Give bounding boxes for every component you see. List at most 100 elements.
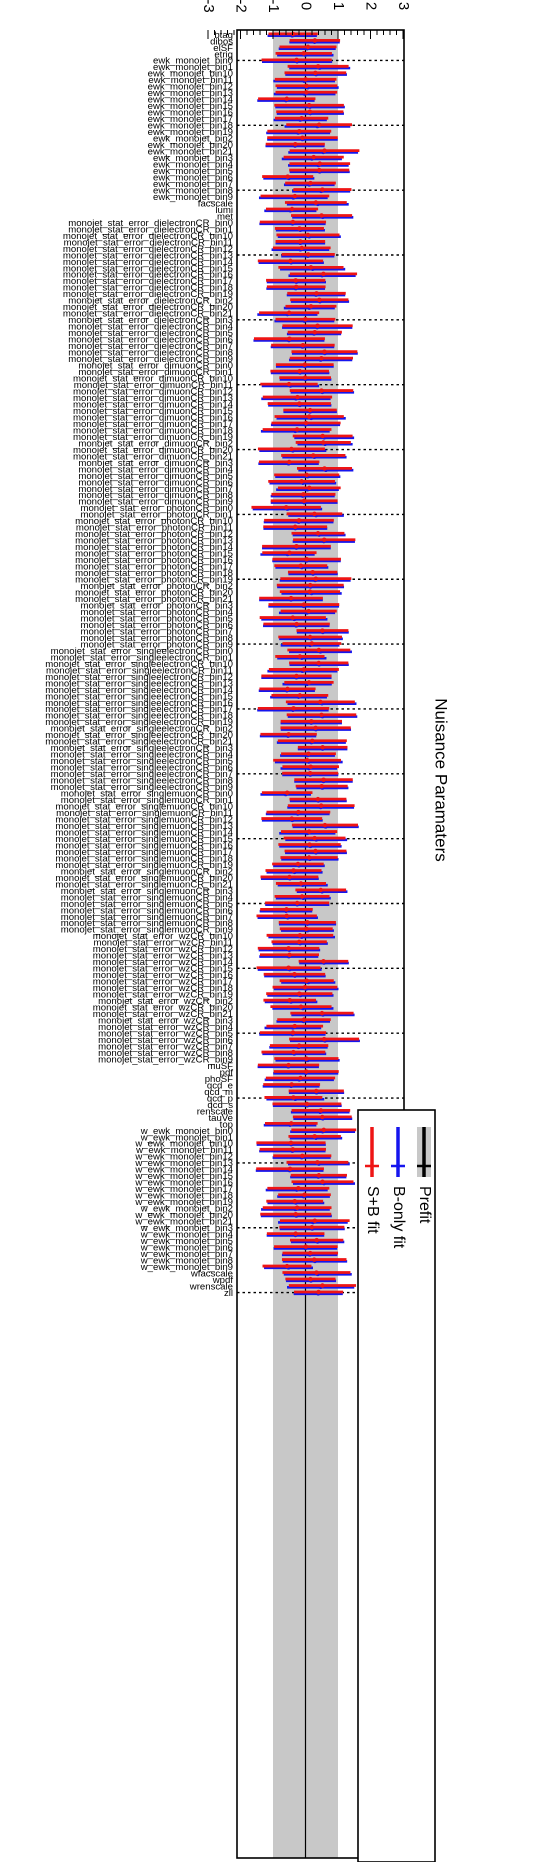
legend-label: Prefit (416, 1186, 433, 1224)
sb-point (307, 770, 313, 776)
sb-point (291, 706, 296, 711)
sb-point (287, 874, 292, 880)
parameter-label: monojet_stat_error_dielectronCR_bin14 (63, 257, 234, 268)
parameter-label: monojet_stat_error_photonCR_bin19 (75, 575, 233, 586)
sb-point (289, 1082, 294, 1087)
parameter-label: monojet_stat_error_singlemuonCR_bin11 (56, 808, 233, 819)
parameter-label: monojet_stat_error_photonCR_bin16 (75, 555, 233, 566)
sb-point (316, 1289, 321, 1295)
parameter-label: w_ewk_monojet_bin1 (140, 1132, 233, 1143)
sb-point (296, 1043, 302, 1048)
parameter-label: renscale (197, 1106, 233, 1117)
sb-point (320, 187, 325, 192)
sb-point (320, 433, 325, 439)
sb-point (301, 602, 307, 607)
sb-point (294, 57, 299, 63)
sb-point (290, 615, 295, 620)
parameter-label: monojet_stat_error_dimuonCR_bin5 (78, 471, 233, 482)
sb-point (306, 103, 312, 108)
sb-point (312, 511, 317, 516)
parameter-label: muSF (207, 1061, 233, 1072)
parameter-label: zll (224, 1288, 233, 1299)
sb-point (313, 725, 318, 730)
sb-point (285, 174, 290, 179)
sb-point (306, 252, 311, 257)
parameter-label: phoSF (205, 1074, 233, 1085)
parameter-label: monojet_stat_error_wzCR_bin18 (93, 983, 233, 994)
parameter-label: monojet_stat_error_dimuonCR_bin9 (78, 497, 233, 508)
sb-point (292, 193, 298, 199)
parameter-label: monojet_stat_error_wzCR_bin14 (93, 957, 234, 968)
parameter-label: monojet_stat_error_singlemuonCR_bin1 (61, 795, 233, 806)
sb-point (321, 1036, 327, 1042)
sb-point (285, 686, 290, 692)
sb-point (319, 388, 324, 393)
parameter-label: monojet_stat_error_singlemuonCR_bin4 (61, 892, 234, 903)
sb-point (308, 265, 314, 270)
sb-point (286, 459, 292, 465)
sb-point (302, 984, 308, 990)
legend-label: S+B fit (364, 1186, 381, 1234)
sb-point (293, 1211, 298, 1217)
sb-point (290, 31, 296, 37)
parameter-label: monojet_stat_error_singlemuonCR_bin2 (61, 866, 233, 877)
parameter-label: monojet_stat_error_dimuonCR_bin3 (78, 458, 233, 469)
sb-point (304, 1101, 310, 1107)
sb-point (315, 323, 320, 328)
sb-point (300, 135, 305, 140)
sb-point (294, 284, 299, 290)
parameter-label: monojet_stat_error_dimuonCR_bin18 (73, 425, 233, 436)
parameter-label: ewk_monojet_bin3 (153, 153, 233, 164)
parameter-label: monojet_stat_error_dielectronCR_bin9 (68, 354, 233, 365)
parameter-label: monojet_stat_error_photonCR_bin12 (75, 529, 233, 540)
sb-point (289, 446, 294, 452)
parameter-label: top (220, 1119, 233, 1130)
sb-point (307, 589, 313, 594)
tick-label: 1 (330, 2, 347, 10)
parameter-label: wfacscale (190, 1268, 233, 1279)
sb-point (308, 1250, 313, 1256)
parameter-label: monojet_stat_error_singlemuonCR_bin7 (61, 912, 233, 923)
parameter-label: monojet_stat_error_dimuonCR_bin12 (73, 386, 233, 397)
sb-point (322, 349, 327, 354)
sb-point (321, 1127, 326, 1133)
parameter-label: monojet_stat_error_wzCR_bin7 (98, 1041, 233, 1052)
sb-point (312, 1257, 317, 1262)
sb-point (287, 1166, 293, 1171)
sb-point (307, 634, 313, 640)
parameter-label: monojet_stat_error_wzCR_bin21 (93, 1009, 233, 1020)
sb-point (301, 492, 306, 497)
parameter-label: ewk_monojet_bin1 (153, 62, 233, 73)
parameter-label: monojet_stat_error_dielectronCR_bin16 (63, 270, 233, 281)
parameter-label: monojet_stat_error_dimuonCR_bin11 (74, 380, 233, 391)
parameter-label: w_ewk_monojet_bin3 (140, 1223, 233, 1234)
parameter-label: tauVe (208, 1113, 233, 1124)
parameter-label: ewk_monojet_bin7 (153, 179, 233, 190)
sb-point (321, 440, 326, 445)
parameter-label: monojet_stat_error_photonCR_bin8 (80, 633, 233, 644)
sb-point (302, 375, 308, 380)
parameter-label: w_ewk_monojet_bin21 (134, 1217, 233, 1228)
parameter-label: monojet_stat_error_singlemuonCR_bin9 (61, 925, 233, 936)
parameter-label: w_ewk_monojet_bin16 (134, 1178, 233, 1189)
parameter-label: monojet_stat_error_singleelectronCR_bin8 (51, 776, 233, 787)
sb-point (313, 848, 318, 854)
sb-point (309, 1224, 315, 1230)
sb-point (314, 291, 319, 296)
sb-point (301, 667, 307, 672)
sb-point (311, 154, 316, 160)
parameter-label: monojet_stat_error_singleelectronCR_bin1… (46, 665, 233, 676)
parameter-label: ewk_monojet_bin4 (153, 160, 234, 171)
sb-point (308, 180, 313, 186)
plot-frame (236, 29, 405, 1859)
sb-point (315, 64, 321, 69)
sb-point (296, 518, 302, 523)
sb-point (306, 855, 312, 860)
sb-point (297, 933, 303, 938)
sb-point (299, 479, 304, 484)
parameter-label: ewk_monojet_bin12 (148, 82, 233, 93)
parameter-label: ewk_monojet_bin10 (148, 69, 233, 80)
parameter-label: monojet_stat_error_singleelectronCR_bin6 (51, 763, 233, 774)
sb-point (309, 641, 315, 646)
sb-point (306, 751, 311, 756)
